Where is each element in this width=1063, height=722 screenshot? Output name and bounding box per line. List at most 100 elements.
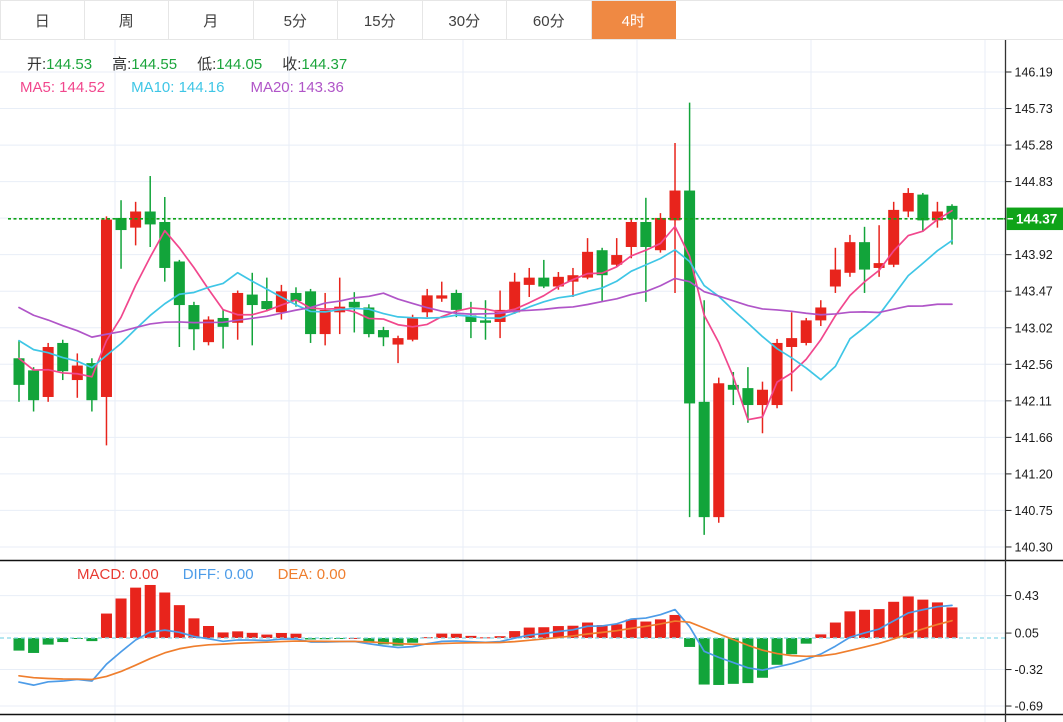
macd-histogram-bar	[348, 637, 360, 639]
candle-body	[640, 221, 652, 247]
candle-body	[625, 221, 637, 247]
macd-histogram-bar	[713, 638, 725, 685]
candle-body	[611, 255, 623, 265]
open-label: 开:	[27, 56, 47, 73]
price-tick-label: 142.11	[1015, 394, 1052, 408]
candle-body	[232, 292, 244, 323]
candle-body	[13, 358, 25, 385]
macd-histogram-bar	[100, 613, 112, 638]
candle-body	[450, 292, 462, 310]
current-price-badge	[1006, 207, 1063, 231]
price-tick-label: 140.75	[1015, 504, 1053, 518]
candle-body	[305, 291, 317, 335]
candle-body	[698, 401, 710, 518]
macd-histogram-bar	[582, 622, 594, 638]
candle-body	[582, 251, 594, 278]
macd-histogram-bar	[377, 638, 389, 645]
macd-histogram-bar	[28, 638, 40, 653]
macd-histogram-bar	[902, 596, 914, 638]
candle-body	[130, 211, 142, 228]
macd-histogram-bar	[756, 638, 768, 678]
ohlc-readout: 开:144.53 高:144.55 低:144.05 收:144.37	[27, 53, 367, 74]
diff-line	[18, 604, 953, 686]
macd-histogram-bar	[392, 638, 404, 646]
ma-readout: MA5: 144.52 MA10: 144.16 MA20: 143.36	[20, 79, 344, 96]
price-tick-label: 146.19	[1015, 66, 1053, 80]
candle-body	[363, 307, 375, 335]
ma5-value: MA5: 144.52	[20, 79, 106, 96]
candle-body	[713, 383, 725, 518]
price-tick-label: 143.47	[1015, 285, 1053, 299]
candle-body	[465, 315, 477, 322]
candle-body	[319, 309, 331, 335]
tab-4hour[interactable]: 4时	[591, 1, 676, 39]
low-value: 144.05	[216, 56, 263, 73]
macd-histogram-bar	[815, 634, 827, 638]
candle-body	[28, 370, 40, 401]
macd-histogram-bar	[786, 638, 798, 655]
price-tick-label: 141.20	[1015, 467, 1053, 481]
candle-body	[436, 295, 448, 299]
candle-body	[684, 190, 696, 404]
candle-body	[261, 301, 273, 310]
macd-histogram-bar	[261, 634, 273, 638]
candle-body	[829, 269, 841, 287]
candle-body	[407, 317, 419, 340]
tab-month[interactable]: 月	[169, 1, 254, 39]
macd-histogram-bar	[159, 592, 171, 638]
price-tick-label: 141.66	[1015, 431, 1053, 445]
high-value: 144.55	[131, 56, 178, 73]
macd-histogram-bar	[173, 605, 185, 638]
macd-histogram-bar	[130, 587, 142, 638]
macd-histogram-bar	[363, 638, 375, 642]
macd-histogram-bar	[86, 638, 98, 642]
candle-body	[596, 250, 608, 276]
candle-body	[42, 346, 54, 397]
ma10-value: MA10: 144.16	[131, 79, 225, 96]
tab-30min[interactable]: 30分	[422, 1, 507, 39]
close-label: 收:	[282, 56, 302, 73]
tab-day[interactable]: 日	[0, 1, 85, 39]
open-value: 144.53	[46, 56, 93, 73]
macd-histogram-bar	[538, 627, 550, 638]
candle-body	[844, 242, 856, 273]
candle-body	[538, 277, 550, 287]
candle-body	[552, 276, 564, 287]
macd-histogram-bar	[727, 638, 739, 684]
tab-15min[interactable]: 15分	[338, 1, 423, 39]
candle-body	[902, 192, 914, 212]
macd-histogram-bar	[684, 638, 696, 647]
macd-histogram-bar	[917, 599, 929, 638]
candle-body	[859, 242, 871, 270]
tab-5min[interactable]: 5分	[253, 1, 338, 39]
candle-body	[392, 338, 404, 345]
macd-histogram-bar	[859, 609, 871, 638]
macd-histogram-bar	[771, 638, 783, 665]
macd-histogram-bar	[217, 632, 229, 638]
tab-week[interactable]: 周	[84, 1, 169, 39]
macd-histogram-bar	[305, 638, 317, 640]
candle-body	[654, 217, 666, 251]
candle-body	[786, 338, 798, 347]
macd-histogram-bar	[873, 609, 885, 638]
candle-body	[188, 305, 200, 330]
current-price-label: 144.37	[1016, 212, 1057, 227]
macd-histogram-bar	[13, 638, 25, 651]
high-label: 高:	[112, 56, 132, 73]
candle-body	[771, 342, 783, 406]
candle-body	[115, 217, 127, 231]
macd-histogram-bar	[436, 633, 448, 638]
tab-60min[interactable]: 60分	[507, 1, 592, 39]
price-tick-label: 145.28	[1015, 139, 1053, 153]
macd-histogram-bar	[465, 635, 477, 638]
candle-body	[523, 277, 535, 285]
macd-histogram-bar	[115, 598, 127, 638]
candle-body	[144, 211, 156, 225]
candle-body	[480, 320, 491, 323]
candle-body	[159, 221, 171, 268]
candle-body	[756, 389, 768, 406]
macd-histogram-bar	[669, 614, 681, 638]
macd-readout: MACD: 0.00 DIFF: 0.00 DEA: 0.00	[77, 566, 346, 583]
macd-histogram-bar	[829, 622, 841, 638]
